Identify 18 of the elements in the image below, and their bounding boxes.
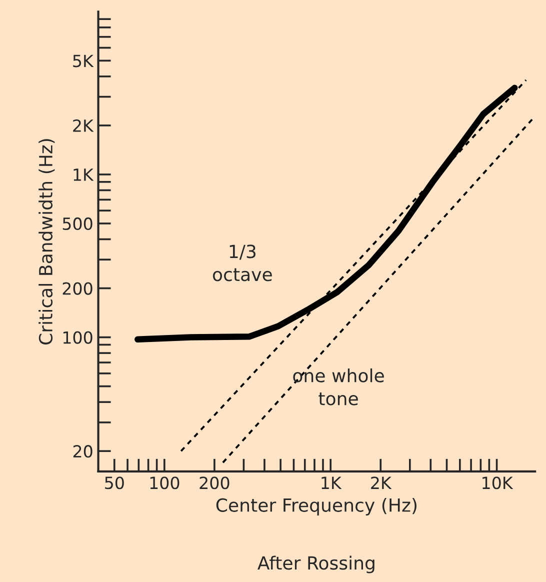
y-tick-label: 200 (62, 282, 92, 295)
x-tick-label: 50 (105, 476, 124, 490)
y-tick-label: 100 (63, 331, 92, 344)
y-tick-label: 1K (74, 168, 94, 181)
y-tick-label: 20 (73, 445, 92, 458)
y-axis-title: Critical Bandwidth (Hz) (38, 139, 55, 344)
x-tick-label: 1K (322, 476, 342, 489)
y-tick-label: 2K (73, 119, 94, 132)
y-tick-label: 500 (62, 217, 92, 230)
x-tick-label: 10K (482, 476, 514, 490)
text: After Rossing (258, 556, 374, 574)
x-tick-label: 100 (150, 476, 180, 490)
x-tick-label: 200 (200, 476, 230, 490)
annotation: one whole tone (293, 368, 384, 406)
x-axis-title: Center Frequency (Hz) (216, 498, 416, 516)
y-tick-label: 5K (73, 54, 94, 68)
annotation: 1/3 octave (212, 244, 272, 282)
x-tick-label: 2K (371, 476, 392, 489)
